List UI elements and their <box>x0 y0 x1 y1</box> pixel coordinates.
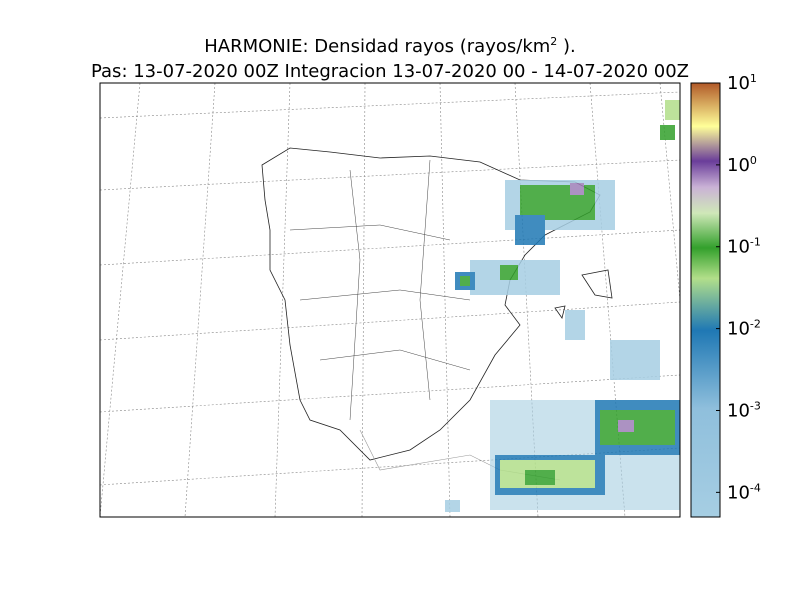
tick-exponent: -3 <box>750 399 761 412</box>
tick-base: 10 <box>727 155 750 176</box>
iberia-outline <box>261 147 601 461</box>
colorbar-tick-label: 10-3 <box>727 399 761 421</box>
tick-exponent: -1 <box>750 236 761 249</box>
title-text: HARMONIE: Densidad rayos (rayos/km <box>204 36 550 57</box>
tick-exponent: 0 <box>750 154 757 167</box>
colorbar-tick-label: 10-2 <box>727 318 761 340</box>
tick-base: 10 <box>727 237 750 258</box>
title: HARMONIE: Densidad rayos (rayos/km2 ). <box>204 35 576 57</box>
subtitle: Pas: 13-07-2020 00Z Integracion 13-07-20… <box>91 61 689 82</box>
tick-exponent: -2 <box>750 318 761 331</box>
region-borders <box>289 159 471 421</box>
colorbar-tick-label: 10-4 <box>727 481 761 503</box>
lightning-density <box>445 100 680 512</box>
title-suffix: ). <box>557 36 575 57</box>
tick-base: 10 <box>727 73 750 94</box>
balearic-islands <box>554 269 613 319</box>
title-superscript: 2 <box>550 35 557 48</box>
tick-base: 10 <box>727 400 750 421</box>
colorbar-tick-label: 10-1 <box>727 236 761 258</box>
colorbar-tick-label: 100 <box>727 154 757 176</box>
colorbar-tick-label: 101 <box>727 72 757 94</box>
map <box>100 83 680 517</box>
colorbar-gradient <box>690 82 721 518</box>
map-frame <box>99 82 681 518</box>
tick-exponent: -4 <box>750 481 761 494</box>
tick-base: 10 <box>727 482 750 503</box>
tick-base: 10 <box>727 319 750 340</box>
tick-exponent: 1 <box>750 72 757 85</box>
